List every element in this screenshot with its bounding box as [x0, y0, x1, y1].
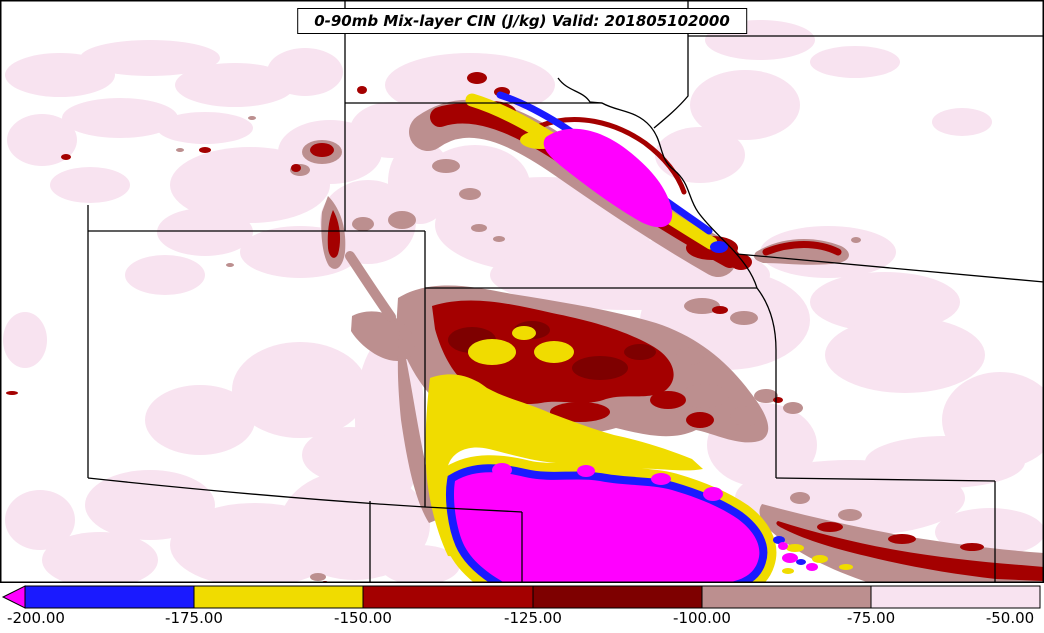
state-borders — [87, 0, 1044, 583]
colorbar-segment-3 — [362, 585, 534, 609]
colorbar-segment-5 — [701, 585, 872, 609]
cin-contour-map — [0, 0, 1044, 583]
tail-cin-red-core — [776, 521, 1044, 581]
cin-fill-deepred-layer — [448, 321, 656, 380]
missouri-river-border — [557, 77, 734, 251]
colorbar — [1, 585, 1041, 609]
nebraska-cin-magenta-blob — [543, 128, 673, 228]
map-title-box: 0-90mb Mix-layer CIN (J/kg) Valid: 20180… — [297, 8, 747, 34]
colorbar-segment-1 — [24, 585, 195, 609]
colorbar-segment-6 — [870, 585, 1041, 609]
colorbar-tick-label: -50.00 — [985, 609, 1035, 627]
map-title: 0-90mb Mix-layer CIN (J/kg) Valid: 20180… — [314, 12, 730, 30]
colorbar-tick-label: -150.00 — [334, 609, 392, 627]
map-frame — [0, 0, 1044, 583]
colorbar-tick-labels: -200.00 -175.00 -150.00 -125.00 -100.00 … — [0, 609, 1044, 631]
colorbar-tick-label: -200.00 — [7, 609, 65, 627]
colorbar-segment-2 — [193, 585, 364, 609]
colorbar-tick-label: -100.00 — [673, 609, 731, 627]
colorbar-tick-label: -125.00 — [504, 609, 562, 627]
colorbar-tick-label: -175.00 — [165, 609, 223, 627]
cin-fill-magenta-layer — [453, 128, 818, 583]
colorbar-segment-4 — [532, 585, 703, 609]
colorbar-tick-label: -75.00 — [846, 609, 896, 627]
central-cin-yellow-region — [425, 374, 703, 557]
colorbar-underflow-arrow — [1, 585, 26, 609]
